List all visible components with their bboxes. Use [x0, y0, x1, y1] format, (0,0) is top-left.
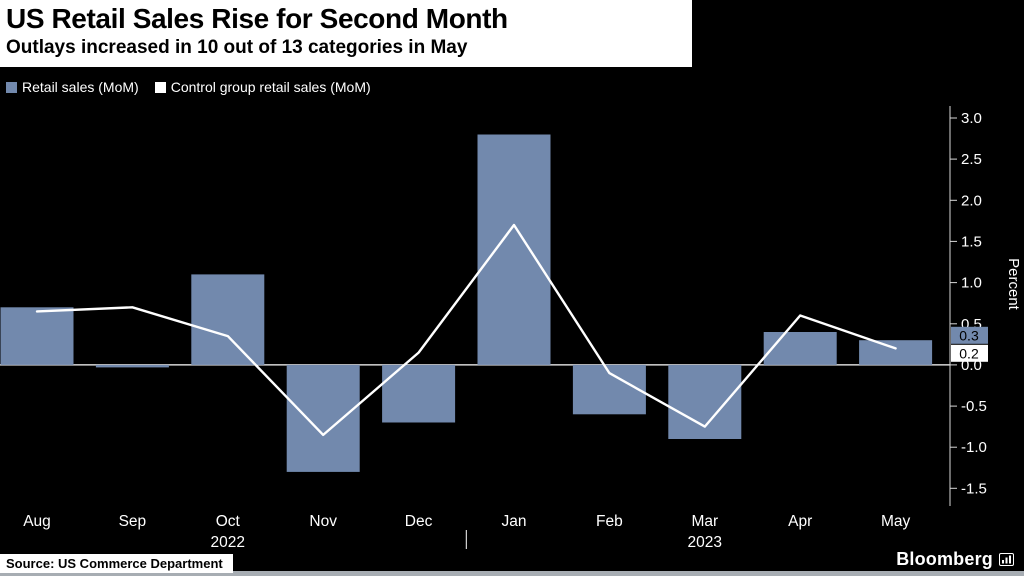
- legend-label-retail-sales: Retail sales (MoM): [22, 79, 139, 95]
- y-axis-title: Percent: [1005, 258, 1022, 311]
- bar-aug: [0, 307, 74, 365]
- legend-item-control-group: Control group retail sales (MoM): [154, 79, 371, 95]
- legend-swatch-retail-sales: [6, 81, 17, 93]
- y-tick-label: 1.5: [961, 233, 982, 250]
- last-value-badge-control-group: [951, 344, 988, 362]
- y-tick-label: 3.0: [961, 110, 982, 127]
- page-title: US Retail Sales Rise for Second Month: [6, 3, 508, 34]
- x-label-dec: Dec: [405, 513, 433, 530]
- bar-sep: [95, 364, 169, 368]
- source-note: Source: US Commerce Department: [0, 554, 233, 573]
- y-tick-label: 1.0: [961, 275, 982, 292]
- y-tick-label: -1.0: [961, 439, 987, 456]
- bar-apr: [763, 332, 837, 365]
- x-label-mar: Mar: [691, 513, 718, 530]
- title-band: US Retail Sales Rise for Second Month Ou…: [0, 0, 692, 67]
- bloomberg-wordmark: Bloomberg: [896, 549, 993, 569]
- last-value-badge-retail-sales: [951, 326, 988, 344]
- control-group-line: [35, 223, 897, 437]
- page-subtitle: Outlays increased in 10 out of 13 catego…: [6, 37, 468, 58]
- bar-mar: [668, 364, 742, 439]
- bar-nov: [286, 364, 360, 472]
- x-label-jan: Jan: [502, 513, 527, 530]
- legend: Retail sales (MoM) Control group retail …: [6, 79, 371, 95]
- y-tick-label: 2.5: [961, 151, 982, 168]
- x-label-may: May: [881, 513, 911, 530]
- legend-label-control-group: Control group retail sales (MoM): [170, 79, 371, 95]
- legend-item-retail-sales: Retail sales (MoM): [6, 79, 139, 95]
- y-tick-label: 2.0: [961, 192, 982, 209]
- y-tick-label: -1.5: [961, 480, 987, 497]
- last-value-label-retail-sales: 0.3: [959, 327, 979, 343]
- year-label-2023: 2023: [688, 534, 722, 551]
- x-label-oct: Oct: [216, 513, 241, 530]
- bar-oct: [191, 274, 265, 365]
- year-label-2022: 2022: [211, 534, 245, 551]
- legend-swatch-control-group: [154, 81, 166, 93]
- x-label-sep: Sep: [119, 513, 147, 530]
- y-tick-label: -0.5: [961, 398, 987, 415]
- x-label-aug: Aug: [23, 513, 51, 530]
- bottom-strip: [0, 571, 1024, 576]
- bloomberg-logo-icon: [999, 553, 1014, 566]
- x-label-nov: Nov: [309, 513, 337, 530]
- last-value-label-control-group: 0.2: [959, 345, 979, 361]
- bar-jan: [477, 134, 551, 365]
- x-label-apr: Apr: [788, 513, 812, 530]
- bar-may: [859, 340, 933, 365]
- x-label-feb: Feb: [596, 513, 623, 530]
- bloomberg-logo: Bloomberg: [896, 549, 1014, 570]
